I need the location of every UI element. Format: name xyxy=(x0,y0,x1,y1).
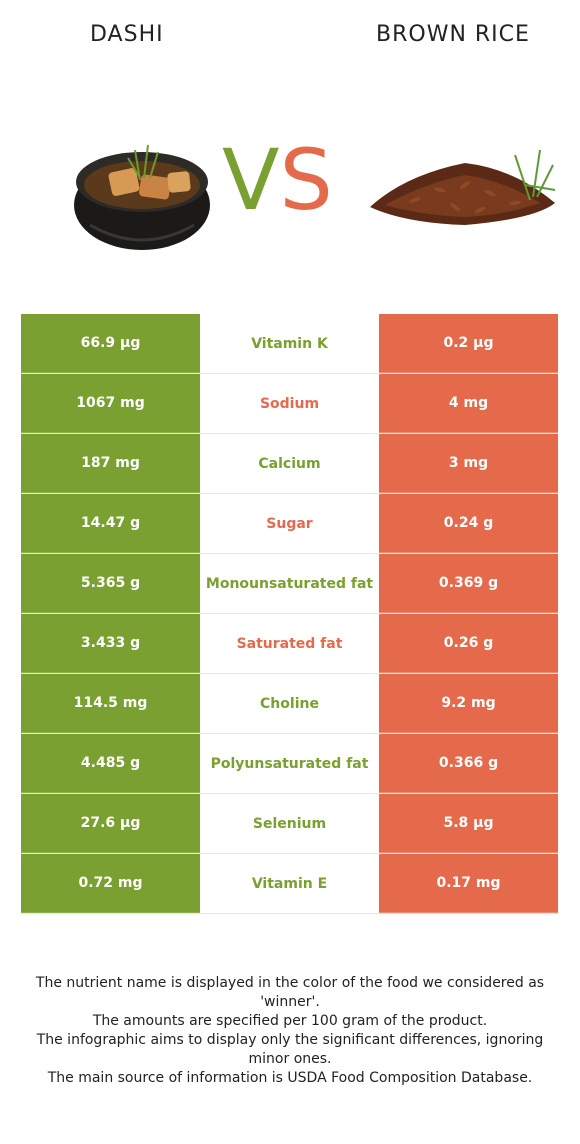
brown-rice-value: 0.24 g xyxy=(379,494,558,553)
nutrient-name: Vitamin E xyxy=(200,854,379,913)
table-row: 27.6 µg Selenium 5.8 µg xyxy=(21,794,558,854)
table-row: 5.365 g Monounsaturated fat 0.369 g xyxy=(21,554,558,614)
brown-rice-value: 0.17 mg xyxy=(379,854,558,913)
footer-line: The nutrient name is displayed in the co… xyxy=(35,975,545,1010)
brown-rice-value: 5.8 µg xyxy=(379,794,558,853)
dashi-value: 0.72 mg xyxy=(21,854,200,913)
comparison-table: 66.9 µg Vitamin K 0.2 µg 1067 mg Sodium 4 mg 1… xyxy=(21,314,558,914)
brown-rice-value: 0.366 g xyxy=(379,734,558,793)
food-title-left: DASHI xyxy=(90,22,164,47)
nutrient-name: Selenium xyxy=(200,794,379,853)
nutrient-name: Polyunsaturated fat xyxy=(200,734,379,793)
footer-line: The infographic aims to display only the… xyxy=(36,1032,544,1067)
dashi-value: 5.365 g xyxy=(21,554,200,613)
table-row: 1067 mg Sodium 4 mg xyxy=(21,374,558,434)
nutrient-name: Calcium xyxy=(200,434,379,493)
dashi-value: 3.433 g xyxy=(21,614,200,673)
brown-rice-value: 0.26 g xyxy=(379,614,558,673)
brown-rice-image xyxy=(370,149,556,225)
dashi-value: 66.9 µg xyxy=(21,314,200,373)
table-row: 114.5 mg Choline 9.2 mg xyxy=(21,674,558,734)
brown-rice-value: 0.369 g xyxy=(379,554,558,613)
table-row: 66.9 µg Vitamin K 0.2 µg xyxy=(21,314,558,374)
vs-s-letter: S xyxy=(279,131,333,229)
brown-rice-value: 4 mg xyxy=(379,374,558,433)
brown-rice-value: 9.2 mg xyxy=(379,674,558,733)
dashi-value: 4.485 g xyxy=(21,734,200,793)
footer-line: The amounts are specified per 100 gram o… xyxy=(92,1013,488,1029)
dashi-value: 14.47 g xyxy=(21,494,200,553)
footer-notes: The nutrient name is displayed in the co… xyxy=(18,974,562,1088)
table-row: 3.433 g Saturated fat 0.26 g xyxy=(21,614,558,674)
nutrient-name: Monounsaturated fat xyxy=(200,554,379,613)
dashi-value: 114.5 mg xyxy=(21,674,200,733)
dashi-value: 187 mg xyxy=(21,434,200,493)
table-row: 0.72 mg Vitamin E 0.17 mg xyxy=(21,854,558,914)
brown-rice-value: 3 mg xyxy=(379,434,558,493)
table-row: 187 mg Calcium 3 mg xyxy=(21,434,558,494)
footer-line: The main source of information is USDA F… xyxy=(47,1070,533,1086)
nutrient-name: Sodium xyxy=(200,374,379,433)
table-row: 14.47 g Sugar 0.24 g xyxy=(21,494,558,554)
table-row: 4.485 g Polyunsaturated fat 0.366 g xyxy=(21,734,558,794)
dashi-bowl-image xyxy=(74,144,210,250)
vs-v-letter: V xyxy=(222,131,280,229)
vs-label: VS xyxy=(222,138,333,222)
nutrient-name: Sugar xyxy=(200,494,379,553)
brown-rice-value: 0.2 µg xyxy=(379,314,558,373)
dashi-value: 1067 mg xyxy=(21,374,200,433)
nutrient-name: Choline xyxy=(200,674,379,733)
nutrient-name: Vitamin K xyxy=(200,314,379,373)
food-title-right: BROWN RICE xyxy=(376,22,530,47)
nutrient-name: Saturated fat xyxy=(200,614,379,673)
dashi-value: 27.6 µg xyxy=(21,794,200,853)
